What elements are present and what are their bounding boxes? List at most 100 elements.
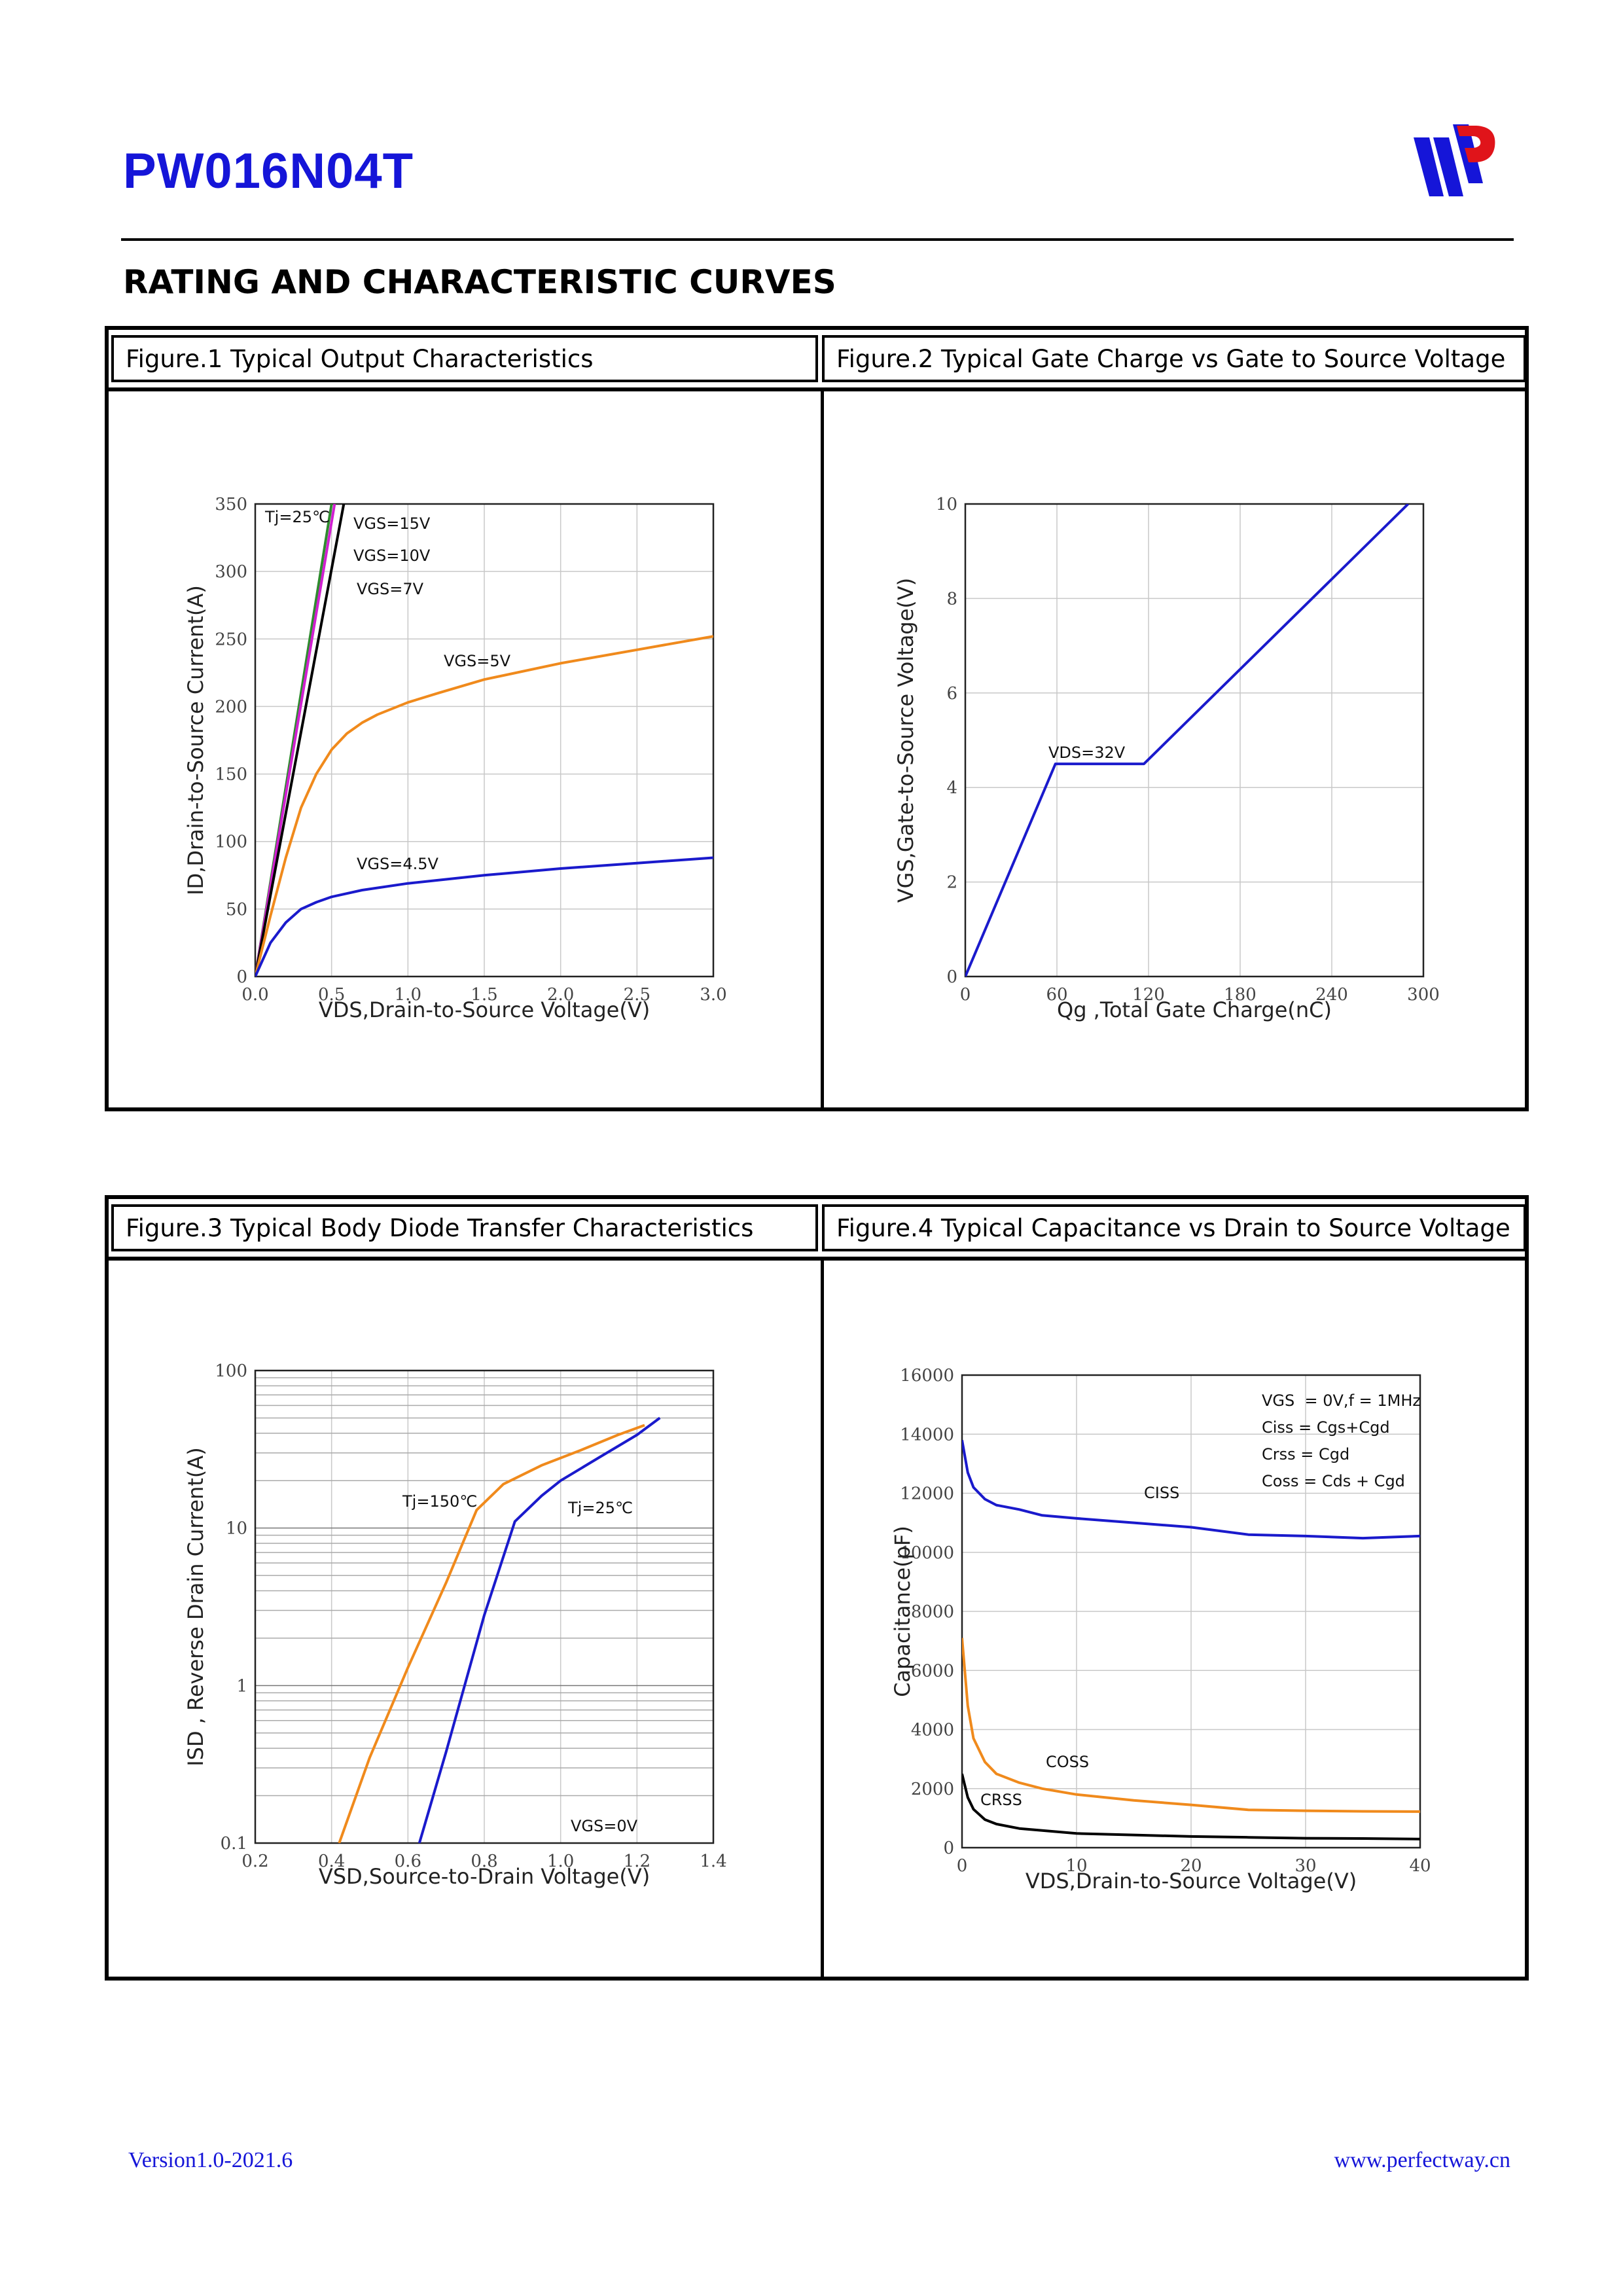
series-label: VGS=15V [353,514,431,533]
plot-frame [254,503,715,978]
x-tick-label: 0.8 [471,1852,497,1871]
footer-website[interactable]: www.perfectway.cn [1334,2148,1510,2172]
y-tick-label: 8 [946,589,957,609]
series-label: COSS [1046,1753,1089,1771]
series-line-vgs-4-5v [255,856,713,977]
x-tick-label: 1.2 [624,1852,651,1871]
y-tick-label: 6 [946,684,957,704]
panel-divider [821,1261,824,1981]
series-line-tj-150- [338,1424,645,1843]
y-axis-label: Capacitance(pF) [890,1526,915,1697]
chart-gate-charge: 0 60 120 180 240 300 0 2 4 6 8 10 Qg ,Total Gate Cha… [893,495,1440,1022]
y-axis-label: ISD , Reverse Drain Current(A) [183,1447,208,1767]
part-number: PW016N04T [123,143,414,199]
chart-annotation: VGS = 0V,f = 1MHz [1262,1391,1421,1410]
x-tick-label: 0.2 [241,1852,268,1871]
chart-annotation: Coss = Cds + Cgd [1262,1472,1405,1490]
series-line-tj-25- [418,1416,661,1843]
caption-fig2: Figure.2 Typical Gate Charge vs Gate to … [822,335,1526,382]
series-label: CRSS [980,1791,1022,1809]
y-tick-label: 350 [215,495,247,514]
x-tick-label: 300 [1407,985,1440,1005]
header-rule [121,238,1514,241]
chart-capacitance: 0 10 20 30 40 0 2000 4000 6000 8000 10000 12000 1400… [890,1366,1431,1893]
series-label: VGS=5V [444,652,511,670]
x-tick-label: 1.0 [395,985,421,1005]
x-tick-label: 40 [1409,1856,1431,1876]
plot-frame [964,503,1425,978]
company-logo [1414,124,1495,196]
x-axis-label: VDS,Drain-to-Source Voltage(V) [319,997,650,1022]
y-tick-label: 12000 [900,1484,954,1504]
y-axis-label: VGS,Gate-to-Source Voltage(V) [893,578,918,903]
chart-annotation: Tj=25℃ [264,508,330,526]
grid-lines [965,504,1423,977]
chart-annotation: VGS=0V [571,1817,638,1835]
x-tick-label: 120 [1132,985,1165,1005]
x-tick-label: 2.0 [547,985,574,1005]
x-axis-label: Qg ,Total Gate Charge(nC) [1057,997,1332,1022]
y-tick-label: 250 [215,630,247,649]
grid-lines [255,1371,713,1843]
series-label: VDS=32V [1048,744,1126,762]
y-tick-label: 8000 [911,1602,954,1622]
y-axis-label: ID,Drain-to-Source Current(A) [183,585,208,895]
x-tick-label: 1.5 [471,985,497,1005]
series-line-vgs-10v [255,504,336,977]
y-tick-label: 1 [236,1676,247,1696]
y-tick-label: 4000 [911,1721,954,1740]
y-tick-label: 6000 [911,1661,954,1681]
x-tick-label: 10 [1065,1856,1087,1876]
y-tick-label: 10 [936,495,957,514]
caption-fig4: Figure.4 Typical Capacitance vs Drain to… [822,1204,1526,1251]
figure-body-top [105,391,1529,1111]
panel-divider [821,391,824,1111]
x-axis-label: VDS,Drain-to-Source Voltage(V) [1026,1869,1357,1893]
x-tick-label: 0.5 [318,985,345,1005]
x-tick-label: 240 [1315,985,1348,1005]
x-tick-label: 0.4 [318,1852,345,1871]
x-tick-label: 180 [1224,985,1257,1005]
series-line-coss [962,1638,1420,1813]
series-line-vgs-5v [255,635,713,977]
series-label: Tj=25℃ [567,1499,633,1517]
caption-fig1: Figure.1 Typical Output Characteristics [111,335,818,382]
y-tick-label: 2000 [911,1780,954,1799]
plot-frame [961,1374,1421,1849]
y-tick-label: 150 [215,765,247,785]
series-line-ciss [962,1439,1420,1540]
x-tick-label: 0.6 [395,1852,421,1871]
series-label: VGS=10V [353,547,431,565]
chart-output-characteristics: 0.0 0.5 1.0 1.5 2.0 2.5 3.0 0 50 100 150 200 250 300 3… [183,495,727,1022]
series-label: Tj=150℃ [402,1492,477,1511]
x-tick-label: 2.5 [624,985,651,1005]
series-line-vds-32v [965,504,1410,977]
y-tick-label: 200 [215,697,247,717]
x-tick-label: 1.0 [547,1852,574,1871]
y-tick-label: 0.1 [221,1834,247,1854]
y-tick-label: 300 [215,562,247,582]
footer-version: Version1.0-2021.6 [128,2148,293,2172]
series-label: VGS=7V [357,580,424,598]
chart-annotation: Ciss = Cgs+Cgd [1262,1418,1390,1437]
y-tick-label: 2 [946,873,957,893]
y-tick-label: 4 [946,778,957,798]
y-tick-label: 10000 [900,1543,954,1563]
y-tick-label: 100 [215,833,247,852]
x-tick-label: 0 [960,985,971,1005]
y-tick-label: 10 [226,1519,247,1539]
caption-row-top: Figure.1 Typical Output Characteristics … [105,326,1529,391]
x-tick-label: 3.0 [700,985,726,1005]
chart-annotation: Crss = Cgd [1262,1445,1349,1463]
x-tick-label: 30 [1294,1856,1316,1876]
series-line-crss [962,1773,1420,1840]
series-line-vgs-7v [255,504,346,977]
y-tick-label: 0 [946,967,957,987]
x-axis-label: VSD,Source-to-Drain Voltage(V) [319,1864,650,1889]
x-tick-label: 20 [1180,1856,1202,1876]
grid-lines [962,1375,1420,1848]
y-tick-label: 0 [943,1839,954,1858]
caption-row-bottom: Figure.3 Typical Body Diode Transfer Cha… [105,1195,1529,1261]
chart-body-diode: 0.2 0.4 0.6 0.8 1.0 1.2 1.4 0.1 1 10 100 VSD,Source… [183,1361,727,1889]
y-tick-label: 14000 [900,1425,954,1444]
